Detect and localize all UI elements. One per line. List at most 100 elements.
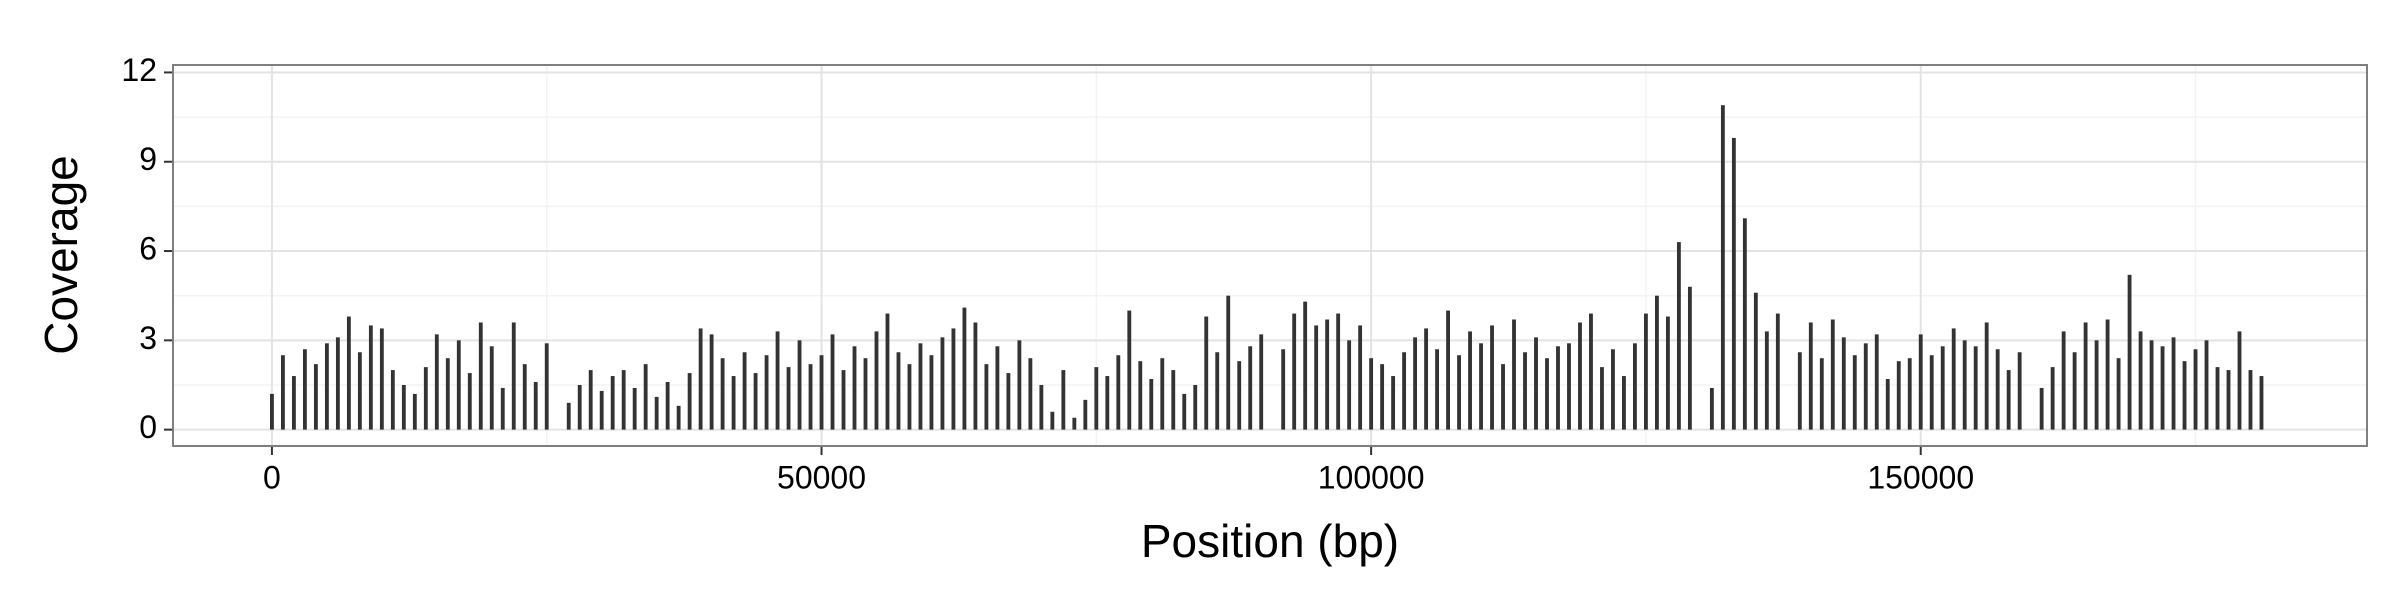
- bar: [973, 322, 978, 430]
- bar: [1347, 340, 1352, 430]
- bar: [500, 387, 505, 430]
- bar: [1501, 364, 1505, 430]
- x-tick-label: 150000: [1867, 459, 1974, 495]
- bar: [1863, 343, 1868, 430]
- bar: [2039, 387, 2044, 430]
- bar: [1380, 364, 1385, 430]
- bar: [1050, 411, 1055, 430]
- bar: [1138, 361, 1143, 430]
- bar: [1731, 137, 1736, 430]
- bar: [1303, 301, 1308, 430]
- bar: [456, 340, 461, 430]
- bar: [2006, 370, 2011, 430]
- bar: [984, 364, 989, 430]
- bar: [1808, 322, 1813, 430]
- bar: [918, 343, 923, 430]
- bar: [1852, 355, 1857, 430]
- bar: [1369, 358, 1374, 430]
- bar: [445, 358, 450, 430]
- bar: [1720, 105, 1725, 430]
- bar: [1226, 295, 1231, 430]
- bar: [1962, 340, 1967, 430]
- bar: [1512, 319, 1516, 430]
- bar: [1984, 322, 1989, 430]
- bar: [2149, 340, 2154, 430]
- bar: [2105, 319, 2110, 430]
- bar: [522, 364, 527, 430]
- plot-border: [172, 64, 2368, 447]
- bar: [423, 367, 428, 430]
- bar: [1160, 358, 1165, 430]
- bar: [2237, 331, 2242, 430]
- plot-background: [173, 65, 2367, 446]
- bar: [1281, 349, 1286, 430]
- bar: [2116, 358, 2121, 430]
- bar: [1676, 242, 1681, 430]
- bar: [1775, 313, 1780, 430]
- bar: [643, 364, 648, 430]
- bar: [2072, 352, 2077, 430]
- bar: [654, 396, 659, 430]
- bar: [1523, 352, 1527, 430]
- bar: [1556, 346, 1560, 430]
- bar: [1841, 337, 1846, 430]
- bar: [1940, 346, 1945, 430]
- x-tick-label: 50000: [777, 459, 866, 495]
- bar: [2127, 274, 2132, 430]
- bar: [1204, 316, 1209, 430]
- bar: [1061, 370, 1066, 430]
- bar: [742, 352, 747, 430]
- bar: [1446, 310, 1450, 430]
- bar: [1182, 393, 1187, 430]
- bar: [808, 364, 813, 430]
- bar: [1907, 358, 1912, 430]
- bar: [1600, 367, 1604, 430]
- bar: [1237, 361, 1242, 430]
- bar: [434, 334, 439, 430]
- bar: [1918, 334, 1923, 430]
- bar: [1479, 343, 1483, 430]
- bar: [533, 382, 538, 430]
- bar: [1083, 399, 1088, 430]
- y-tick-label: 6: [139, 230, 157, 266]
- bar: [270, 393, 274, 430]
- bar: [2204, 340, 2209, 430]
- bar: [2138, 331, 2143, 430]
- bar: [885, 313, 890, 430]
- bar: [1753, 292, 1758, 430]
- bar: [511, 322, 516, 430]
- bar: [698, 328, 703, 430]
- bar: [1039, 384, 1044, 430]
- bar: [1193, 384, 1198, 430]
- bar: [346, 316, 351, 430]
- bar: [379, 328, 384, 430]
- bar: [1325, 319, 1330, 430]
- bar: [1413, 337, 1418, 430]
- bar: [412, 393, 417, 430]
- bar: [775, 331, 780, 430]
- bar: [357, 352, 362, 430]
- bar: [830, 334, 835, 430]
- bar: [1567, 343, 1571, 430]
- bar: [731, 376, 736, 430]
- bar: [1545, 358, 1549, 430]
- bar: [1622, 376, 1626, 430]
- bar: [368, 325, 373, 430]
- bar: [2094, 340, 2099, 430]
- bar: [819, 355, 824, 430]
- bar: [1336, 313, 1341, 430]
- bar: [929, 355, 934, 430]
- bar: [1644, 313, 1648, 430]
- y-axis-title: Coverage: [35, 155, 87, 354]
- bar: [1017, 340, 1022, 430]
- bar: [665, 382, 670, 430]
- y-tick-label: 9: [139, 141, 157, 177]
- bar: [951, 328, 956, 430]
- bar: [1358, 325, 1363, 430]
- bar: [940, 337, 945, 430]
- bar: [1094, 367, 1099, 430]
- bar: [1534, 337, 1538, 430]
- bar: [1611, 349, 1615, 430]
- bar: [995, 346, 1000, 430]
- bar: [1654, 295, 1659, 430]
